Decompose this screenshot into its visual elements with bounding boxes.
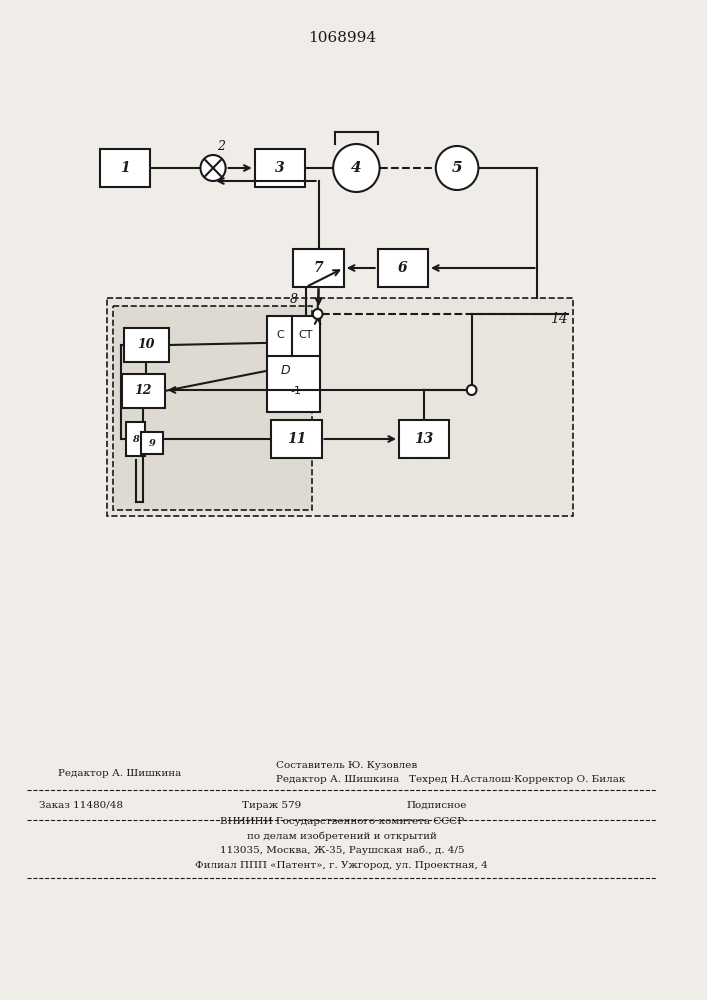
Text: Заказ 11480/48: Заказ 11480/48 [39,800,123,810]
Circle shape [467,385,477,395]
Circle shape [333,144,380,192]
Text: 6: 6 [398,261,408,275]
Text: 8: 8 [289,293,298,306]
Text: 9: 9 [148,438,156,448]
Bar [100,149,150,187]
Bar [107,298,573,516]
Bar [271,420,322,458]
Text: 8: 8 [132,434,139,444]
Text: -1: -1 [291,386,302,396]
Text: D: D [281,364,291,377]
Text: 1: 1 [120,161,130,175]
Text: 10: 10 [137,338,155,352]
Text: 11: 11 [287,432,306,446]
Text: Составитель Ю. Кузовлев: Составитель Ю. Кузовлев [276,762,417,770]
Text: 3: 3 [275,161,285,175]
Text: Подписное: Подписное [407,800,467,810]
Text: по делам изобретений и открытий: по делам изобретений и открытий [247,831,437,841]
Bar [124,328,168,362]
Bar [267,316,320,412]
Text: 2: 2 [217,140,225,153]
Text: Филиал ППП «Патент», г. Ужгород, ул. Проектная, 4: Филиал ППП «Патент», г. Ужгород, ул. Про… [195,860,489,869]
Bar [255,149,305,187]
Bar [399,420,450,458]
Text: Редактор А. Шишкина: Редактор А. Шишкина [58,768,182,778]
Circle shape [312,309,322,319]
Text: 14: 14 [550,312,568,326]
Bar [113,306,312,510]
Text: CT: CT [299,330,313,340]
Text: Тираж 579: Тираж 579 [242,800,301,810]
Text: 5: 5 [452,161,462,175]
Text: 113035, Москва, Ж-35, Раушская наб., д. 4/5: 113035, Москва, Ж-35, Раушская наб., д. … [220,845,464,855]
Text: 12: 12 [134,384,152,397]
Bar [126,422,145,456]
Text: ВНИИПИ Государственного комитета СССР: ВНИИПИ Государственного комитета СССР [220,818,464,826]
Text: 1068994: 1068994 [308,31,376,45]
Text: 7: 7 [314,261,323,275]
Circle shape [201,155,226,181]
Text: Редактор А. Шишкина   Техред Н.Асталош·Корректор О. Билак: Редактор А. Шишкина Техред Н.Асталош·Кор… [276,776,626,784]
Bar [141,432,163,454]
Text: 4: 4 [351,161,362,175]
Circle shape [436,146,479,190]
Bar [122,374,165,408]
Bar [293,249,344,287]
Bar [378,249,428,287]
Text: C: C [276,330,284,340]
Text: 13: 13 [414,432,434,446]
